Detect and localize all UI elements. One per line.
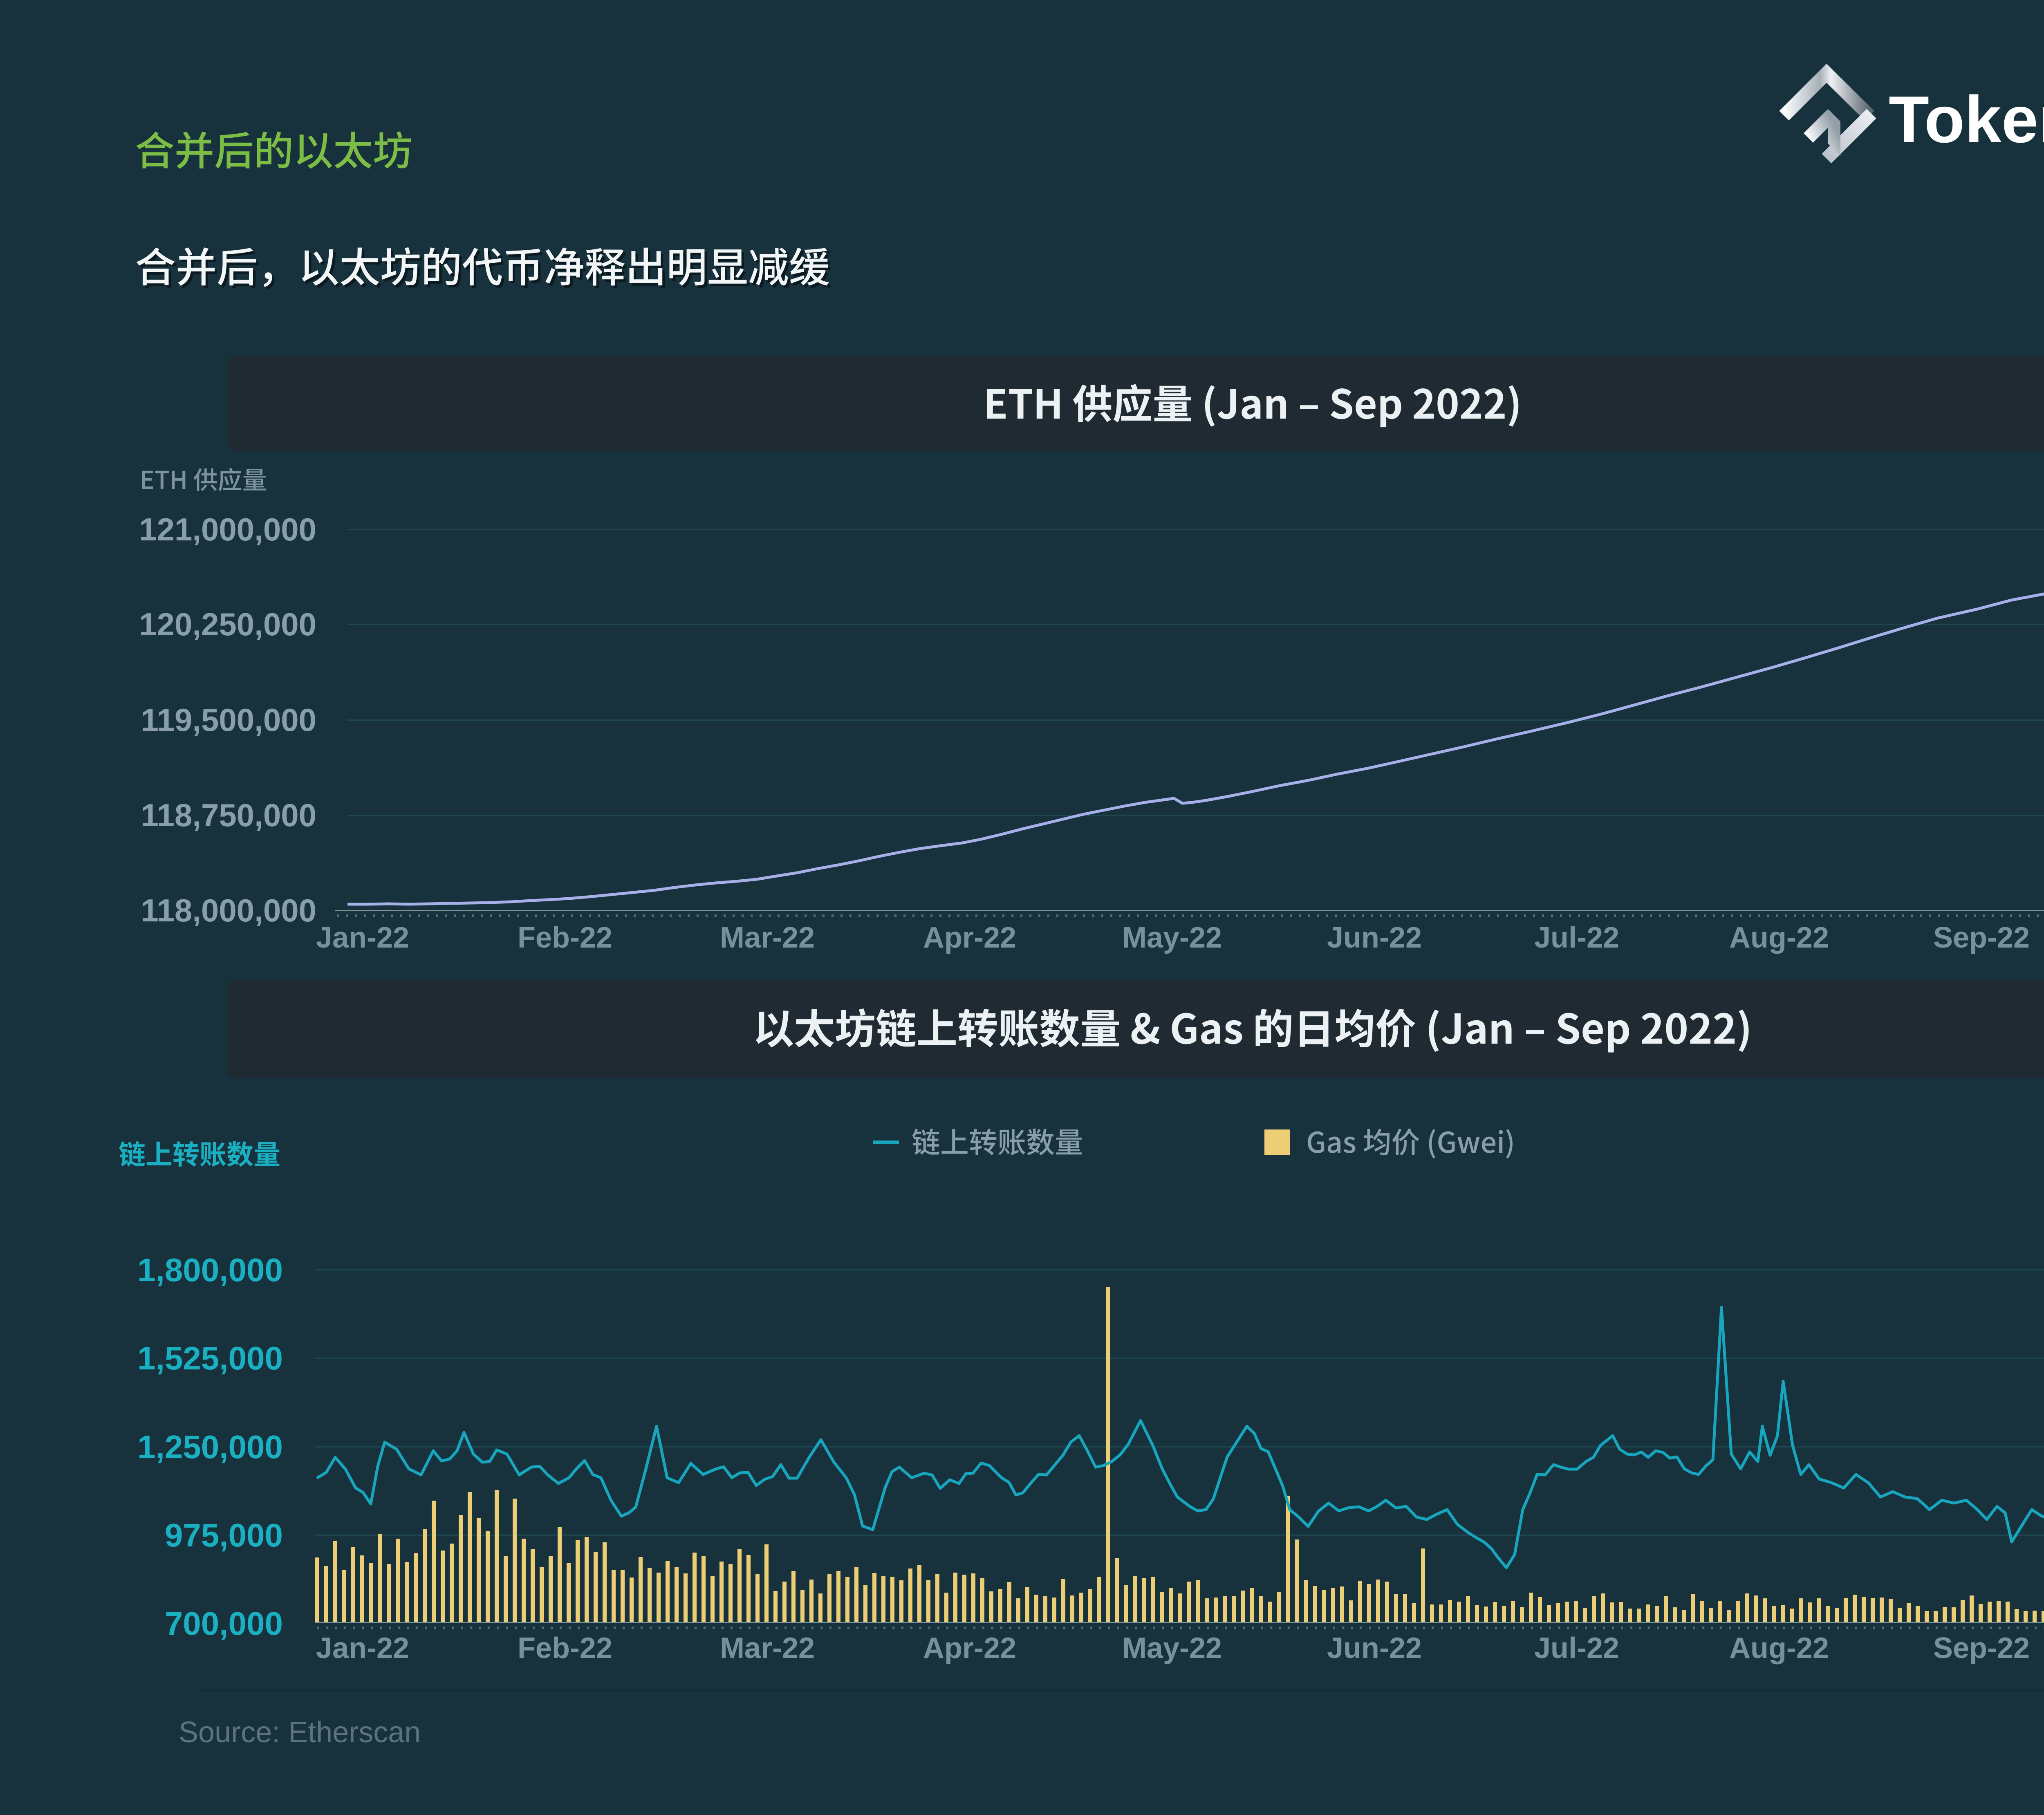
svg-text:119,500,000: 119,500,000 bbox=[141, 702, 316, 738]
svg-text:Jan-22: Jan-22 bbox=[316, 921, 409, 954]
svg-text:1,250,000: 1,250,000 bbox=[137, 1429, 283, 1465]
svg-text:975,000: 975,000 bbox=[165, 1517, 283, 1553]
svg-text:118,750,000: 118,750,000 bbox=[141, 797, 316, 833]
svg-text:Mar-22: Mar-22 bbox=[720, 921, 815, 954]
svg-text:Feb-22: Feb-22 bbox=[518, 921, 612, 954]
svg-text:TokenInsight: TokenInsight bbox=[1889, 83, 2044, 157]
svg-text:Source: Etherscan: Source: Etherscan bbox=[179, 1716, 421, 1749]
svg-text:Sep-22: Sep-22 bbox=[1933, 1632, 2030, 1665]
svg-text:118,000,000: 118,000,000 bbox=[141, 892, 316, 928]
svg-text:Aug-22: Aug-22 bbox=[1729, 921, 1829, 954]
svg-text:120,250,000: 120,250,000 bbox=[139, 606, 316, 642]
svg-text:Apr-22: Apr-22 bbox=[923, 1632, 1016, 1665]
svg-text:May-22: May-22 bbox=[1122, 921, 1222, 954]
svg-text:Jul-22: Jul-22 bbox=[1534, 921, 1619, 954]
svg-text:Jun-22: Jun-22 bbox=[1327, 1632, 1422, 1665]
svg-text:Jul-22: Jul-22 bbox=[1534, 1632, 1619, 1665]
svg-text:Apr-22: Apr-22 bbox=[923, 921, 1016, 954]
svg-text:1,525,000: 1,525,000 bbox=[137, 1340, 283, 1376]
svg-text:May-22: May-22 bbox=[1122, 1632, 1222, 1665]
svg-text:700,000: 700,000 bbox=[165, 1605, 283, 1642]
svg-text:Feb-22: Feb-22 bbox=[518, 1632, 612, 1665]
svg-text:Aug-22: Aug-22 bbox=[1729, 1632, 1829, 1665]
svg-text:121,000,000: 121,000,000 bbox=[139, 511, 316, 547]
svg-text:1,800,000: 1,800,000 bbox=[137, 1252, 283, 1288]
svg-text:Sep-22: Sep-22 bbox=[1933, 921, 2030, 954]
svg-text:Jan-22: Jan-22 bbox=[316, 1632, 409, 1665]
svg-text:Jun-22: Jun-22 bbox=[1327, 921, 1422, 954]
svg-text:Mar-22: Mar-22 bbox=[720, 1632, 815, 1665]
